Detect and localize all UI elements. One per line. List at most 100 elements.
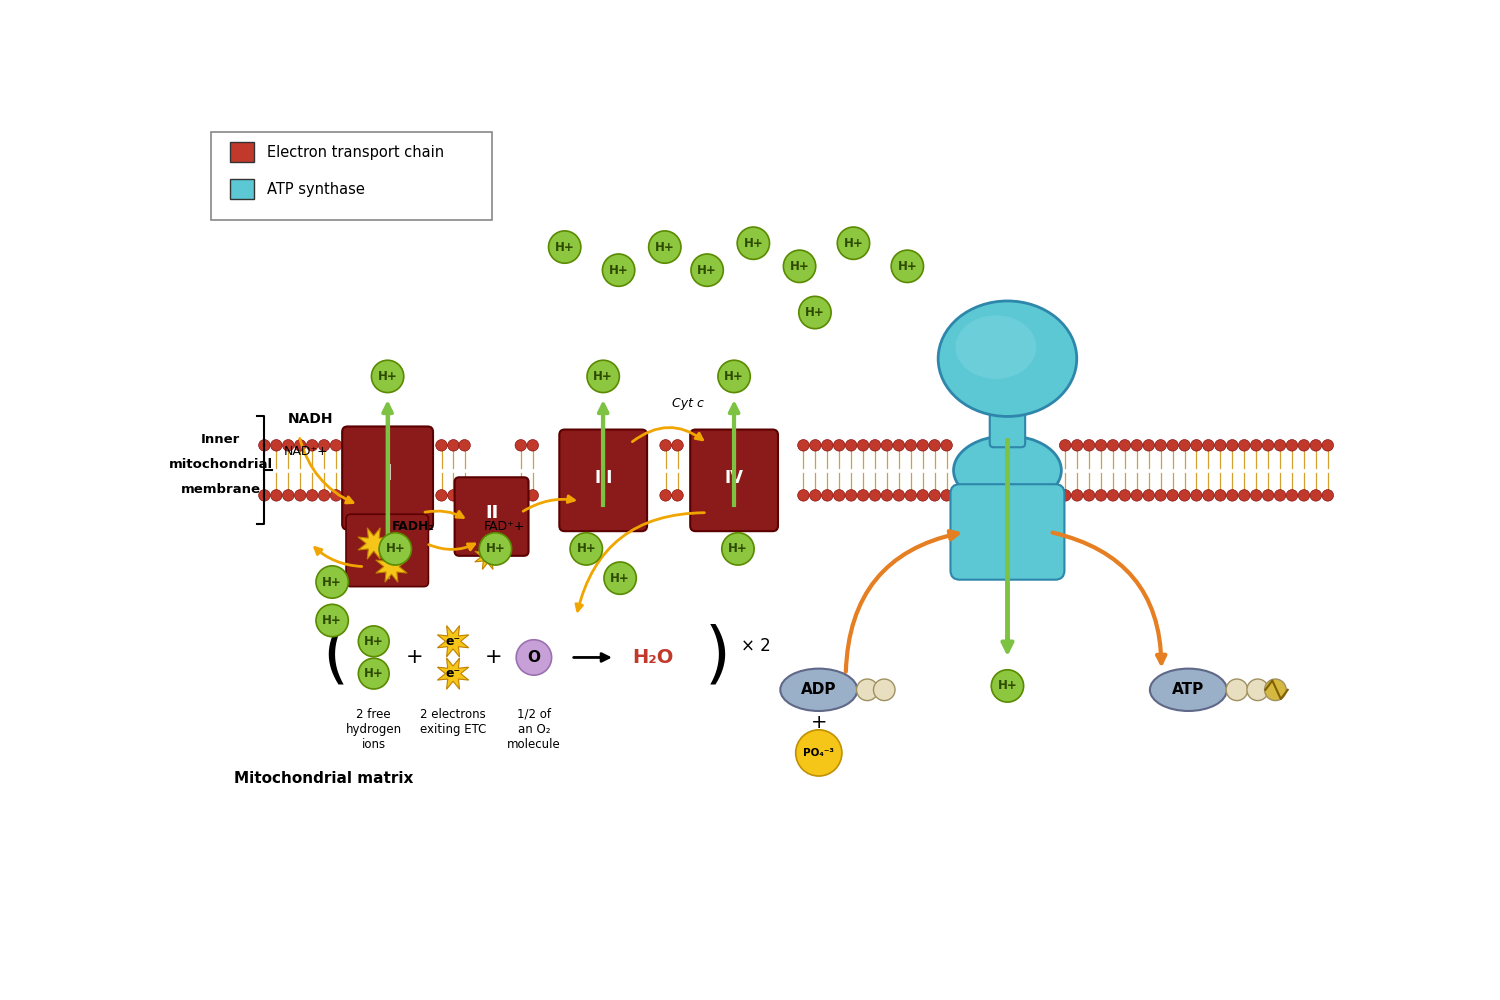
Circle shape xyxy=(834,490,844,501)
Circle shape xyxy=(810,490,820,501)
Circle shape xyxy=(603,254,634,286)
Circle shape xyxy=(672,490,684,501)
Circle shape xyxy=(916,490,928,501)
Text: × 2: × 2 xyxy=(741,637,771,655)
Circle shape xyxy=(318,490,330,501)
Circle shape xyxy=(306,490,318,501)
Circle shape xyxy=(1263,490,1274,501)
Circle shape xyxy=(1119,440,1131,451)
Text: H+: H+ xyxy=(897,260,916,273)
Circle shape xyxy=(1095,490,1107,501)
FancyBboxPatch shape xyxy=(346,514,429,587)
Circle shape xyxy=(800,296,831,329)
Circle shape xyxy=(526,440,538,451)
Circle shape xyxy=(318,440,330,451)
Polygon shape xyxy=(438,626,468,657)
Polygon shape xyxy=(476,544,501,569)
Circle shape xyxy=(1059,440,1071,451)
Circle shape xyxy=(880,490,892,501)
Text: FADH₂: FADH₂ xyxy=(392,520,433,533)
Circle shape xyxy=(992,670,1023,702)
Circle shape xyxy=(1263,440,1274,451)
Text: +: + xyxy=(810,713,826,732)
Circle shape xyxy=(372,360,404,393)
Circle shape xyxy=(916,440,928,451)
Circle shape xyxy=(846,490,856,501)
Circle shape xyxy=(1310,440,1322,451)
Text: H+: H+ xyxy=(610,572,630,585)
Circle shape xyxy=(1143,440,1155,451)
Circle shape xyxy=(316,604,348,637)
Text: H+: H+ xyxy=(698,264,717,277)
Circle shape xyxy=(358,658,388,689)
Text: H+: H+ xyxy=(728,542,748,555)
Text: membrane: membrane xyxy=(180,483,261,496)
Circle shape xyxy=(1179,490,1191,501)
Text: H+: H+ xyxy=(322,576,342,588)
Circle shape xyxy=(1322,440,1334,451)
Circle shape xyxy=(435,490,447,501)
Circle shape xyxy=(822,440,833,451)
Circle shape xyxy=(459,490,471,501)
Circle shape xyxy=(516,640,552,675)
Text: H+: H+ xyxy=(386,542,405,555)
Circle shape xyxy=(1246,679,1269,701)
Circle shape xyxy=(1203,490,1214,501)
Circle shape xyxy=(380,533,411,565)
Circle shape xyxy=(447,490,459,501)
Text: e⁻: e⁻ xyxy=(446,635,460,648)
Circle shape xyxy=(1286,440,1298,451)
Circle shape xyxy=(822,490,833,501)
Text: NAD⁺+: NAD⁺+ xyxy=(284,445,328,458)
Text: Electron transport chain: Electron transport chain xyxy=(267,145,444,160)
Text: III: III xyxy=(594,469,612,487)
Circle shape xyxy=(1131,440,1143,451)
Text: PO₄⁻³: PO₄⁻³ xyxy=(804,748,834,758)
Circle shape xyxy=(660,490,672,501)
Circle shape xyxy=(672,440,684,451)
Text: H+: H+ xyxy=(806,306,825,319)
Text: +: + xyxy=(405,647,423,667)
Circle shape xyxy=(736,227,770,259)
Circle shape xyxy=(868,490,880,501)
Circle shape xyxy=(1239,490,1250,501)
Text: Cyt c: Cyt c xyxy=(672,397,705,410)
Text: Inner: Inner xyxy=(201,433,240,446)
Ellipse shape xyxy=(956,315,1036,379)
Circle shape xyxy=(660,440,672,451)
Text: ADP: ADP xyxy=(801,682,837,697)
Circle shape xyxy=(330,490,342,501)
Text: H+: H+ xyxy=(843,237,864,250)
Text: II: II xyxy=(484,504,498,522)
Circle shape xyxy=(810,440,820,451)
Text: e⁻: e⁻ xyxy=(446,667,460,680)
Circle shape xyxy=(798,490,808,501)
FancyBboxPatch shape xyxy=(342,426,433,530)
Circle shape xyxy=(1071,490,1083,501)
Text: H+: H+ xyxy=(744,237,764,250)
Circle shape xyxy=(858,490,868,501)
Circle shape xyxy=(928,440,940,451)
Circle shape xyxy=(316,566,348,598)
Circle shape xyxy=(1119,490,1131,501)
Text: Intermembrane space: Intermembrane space xyxy=(226,147,414,162)
Circle shape xyxy=(892,440,904,451)
Circle shape xyxy=(549,231,580,263)
Circle shape xyxy=(1083,440,1095,451)
Circle shape xyxy=(846,440,856,451)
Text: ): ) xyxy=(704,624,730,690)
Circle shape xyxy=(904,440,916,451)
Circle shape xyxy=(1298,490,1310,501)
Circle shape xyxy=(258,440,270,451)
Circle shape xyxy=(1155,440,1167,451)
Circle shape xyxy=(1143,490,1155,501)
Text: H+: H+ xyxy=(724,370,744,383)
Circle shape xyxy=(1286,490,1298,501)
Text: H+: H+ xyxy=(322,614,342,627)
Polygon shape xyxy=(358,528,390,559)
Circle shape xyxy=(868,440,880,451)
Circle shape xyxy=(358,626,388,657)
FancyBboxPatch shape xyxy=(990,336,1024,447)
Circle shape xyxy=(514,490,526,501)
Circle shape xyxy=(856,679,877,701)
